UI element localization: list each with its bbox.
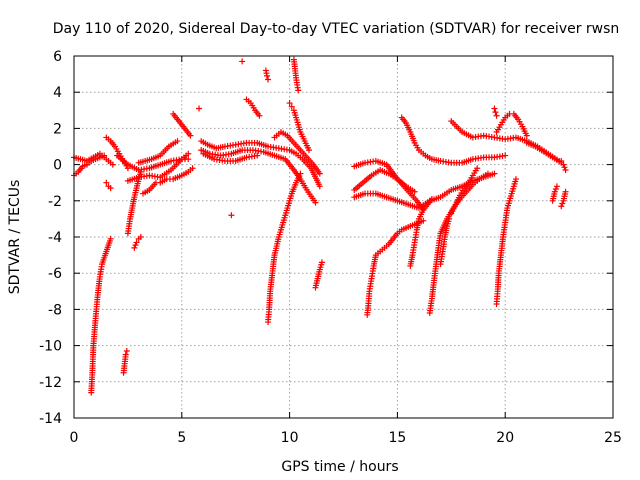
data-point-track-34: [446, 215, 453, 222]
data-point-track-33: [484, 170, 491, 177]
data-point-track-43: [558, 157, 565, 164]
data-point-track-24: [288, 103, 295, 110]
data-point-track-24: [286, 100, 293, 107]
data-point-track-43: [562, 167, 569, 174]
x-tick-label: 25: [604, 430, 622, 446]
data-point-track-10: [185, 150, 192, 157]
data-point-track-2: [109, 161, 116, 168]
y-tick-label: -6: [48, 266, 62, 282]
data-point-track-13: [187, 132, 194, 139]
data-point-track-41: [551, 188, 558, 195]
data-point-track-38: [523, 132, 530, 139]
data-point-track-42: [558, 203, 565, 210]
data-point-track-41: [553, 183, 560, 190]
data-point-track-20: [256, 112, 263, 119]
y-tick-labels: -14 -12 -10 -8 -6 -4 -2 0 2 4 6: [39, 49, 62, 427]
data-point-track-5: [103, 179, 110, 186]
y-tick-label: -4: [48, 230, 62, 246]
data-point-track-27: [491, 170, 498, 177]
y-tick-label: 4: [53, 85, 62, 101]
y-tick-label: -14: [39, 411, 62, 427]
data-point-track-16: [312, 199, 319, 206]
data-point-track-19: [239, 58, 246, 65]
data-point-track-8: [131, 244, 138, 251]
data-point-track-21: [263, 72, 270, 79]
x-tick-label: 0: [70, 430, 79, 446]
x-tick-label: 10: [281, 430, 299, 446]
data-point-track-8: [137, 234, 144, 240]
y-tick-label: -8: [48, 302, 62, 318]
data-point-track-43: [560, 161, 567, 168]
y-tick-label: -10: [39, 339, 62, 355]
data-point-track-18: [228, 212, 235, 219]
data-point-track-5: [107, 185, 114, 192]
data-point-track-8: [133, 239, 140, 246]
chart-title: Day 110 of 2020, Sidereal Day-to-day VTE…: [53, 21, 620, 37]
data-point-track-9: [185, 156, 192, 163]
data-point-track-23: [316, 170, 323, 177]
y-tick-label: 2: [53, 121, 62, 137]
data-point-track-21: [265, 76, 272, 83]
y-axis-label: SDTVAR / TECUs: [7, 180, 23, 295]
data-point-track-6: [122, 351, 129, 358]
x-tick-label: 5: [177, 430, 186, 446]
data-point-track-17: [254, 152, 261, 159]
data-point-track-12: [174, 138, 181, 145]
data-point-track-41: [552, 186, 559, 193]
y-tick-label: 0: [53, 158, 62, 174]
data-point-track-15: [316, 183, 323, 190]
x-tick-labels: 0 5 10 15 20 25: [70, 430, 622, 446]
data-point-track-22: [297, 170, 304, 177]
data-point-track-37: [491, 105, 498, 112]
y-tick-label: -2: [48, 194, 62, 210]
data-point-track-35: [474, 165, 481, 172]
grid-lines: [73, 55, 614, 419]
y-tick-label: -12: [39, 375, 62, 391]
plot-frame: [73, 55, 614, 419]
x-tick-label: 15: [388, 430, 406, 446]
data-point-track-6: [123, 348, 130, 355]
x-axis-label: GPS time / hours: [281, 459, 398, 475]
data-point-track-25: [295, 87, 302, 94]
data-point-track-43: [561, 164, 568, 171]
data-point-track-37: [492, 109, 499, 116]
data-point-track-37: [493, 112, 500, 119]
data-point-track-11: [189, 165, 196, 172]
data-point-track-14: [196, 105, 203, 112]
data-point-track-3: [107, 235, 114, 242]
data-point-track-29: [411, 188, 418, 195]
data-point-track-26: [318, 259, 325, 266]
y-tick-label: 6: [53, 49, 62, 65]
data-point-track-31: [502, 152, 509, 159]
data-point-track-39: [512, 176, 519, 183]
data-point-track-24: [306, 147, 313, 154]
x-tick-label: 20: [496, 430, 514, 446]
data-points: [71, 56, 569, 396]
data-point-track-42: [562, 188, 569, 195]
data-point-track-8: [132, 242, 139, 249]
data-point-track-42: [559, 200, 566, 207]
data-point-track-32: [428, 195, 435, 202]
